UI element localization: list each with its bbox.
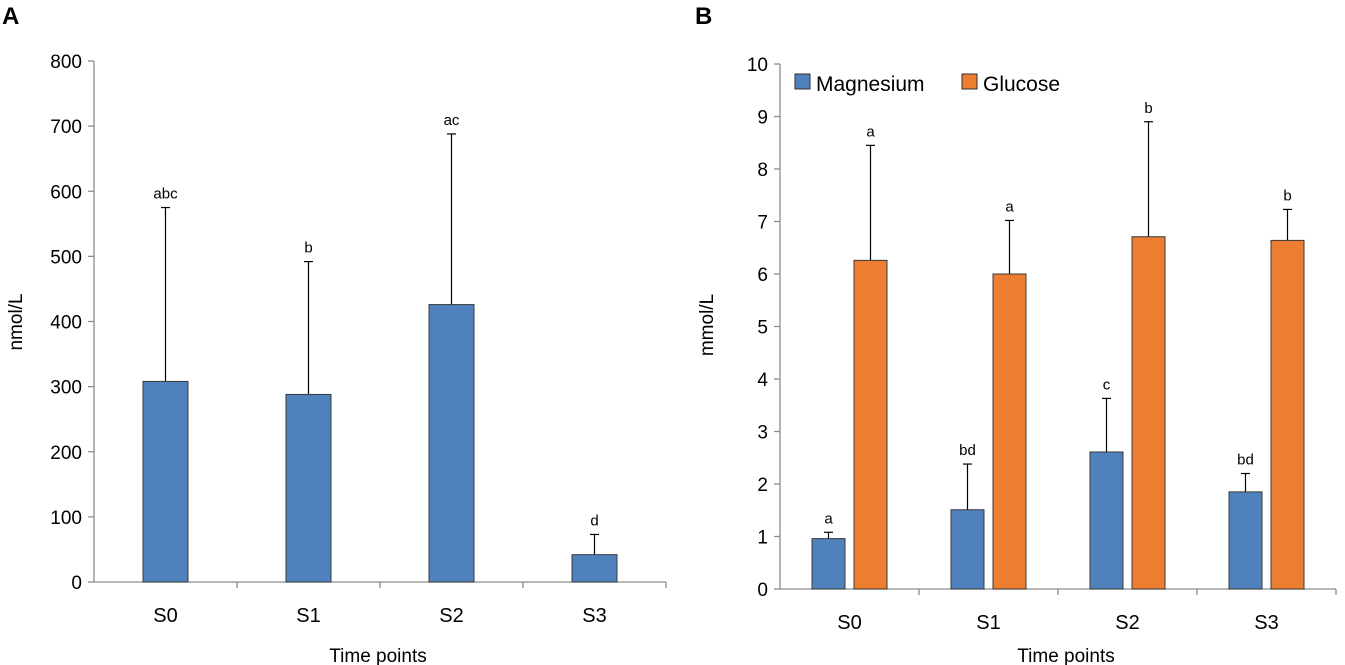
y-tick-label: 800 — [50, 52, 82, 73]
y-tick-label: 500 — [50, 247, 82, 268]
panel-a: A 0 100 200 300 400 500 600 700 800 S0 S1 S2 S3 abc b… — [2, 3, 667, 665]
bar — [992, 273, 1027, 590]
panel-a-axes: 0 100 200 300 400 500 600 700 800 S0 S1 S2 S3 — [50, 52, 667, 627]
y-tick-label: 5 — [757, 318, 768, 339]
x-tick-label: S2 — [439, 605, 463, 627]
x-tick-label: S0 — [153, 605, 177, 627]
y-tick-label: 400 — [50, 313, 82, 334]
significance-label: c — [1103, 376, 1111, 393]
panel-b: B 0 1 2 3 4 5 6 7 8 9 10 S0 S1 S2 S3 a bd c bd a a b b Time p… — [695, 3, 1337, 665]
y-tick-label: 300 — [50, 378, 82, 399]
panel-a-bars: abc b ac d — [142, 112, 618, 583]
y-tick-label: 100 — [50, 508, 82, 529]
bar — [811, 538, 846, 590]
significance-label: b — [304, 240, 312, 257]
significance-label: bd — [1237, 452, 1254, 469]
bar — [853, 259, 888, 590]
bar — [1089, 451, 1124, 590]
legend-label-magnesium: Magnesium — [816, 73, 925, 96]
panel-b-letter: B — [695, 3, 712, 30]
bar — [1270, 239, 1305, 590]
significance-label: b — [1144, 100, 1152, 117]
panel-b-x-axis-title: Time points — [1017, 646, 1115, 665]
significance-label: a — [1005, 198, 1014, 215]
bar — [428, 304, 475, 583]
y-tick-label: 2 — [757, 475, 768, 496]
y-tick-label: 0 — [71, 573, 82, 594]
bar — [1228, 491, 1263, 590]
y-tick-label: 0 — [757, 580, 768, 601]
significance-label: a — [866, 123, 875, 140]
y-tick-label: 8 — [757, 160, 768, 181]
significance-label: a — [824, 510, 833, 527]
y-tick-label: 6 — [757, 265, 768, 286]
significance-label: b — [1283, 187, 1291, 204]
panel-a-y-axis-title: nmol/L — [6, 293, 27, 350]
y-tick-label: 600 — [50, 182, 82, 203]
y-tick-label: 1 — [757, 528, 768, 549]
bar — [142, 380, 189, 583]
legend-label-glucose: Glucose — [983, 73, 1060, 96]
y-tick-label: 700 — [50, 117, 82, 138]
x-tick-label: S1 — [976, 612, 1000, 634]
y-tick-label: 10 — [747, 55, 768, 76]
panel-a-letter: A — [2, 3, 19, 30]
bar — [571, 554, 618, 583]
significance-label: d — [590, 512, 598, 529]
bar — [285, 393, 332, 583]
bar — [1131, 236, 1166, 590]
y-tick-label: 9 — [757, 108, 768, 129]
panel-b-y-axis-title: mmol/L — [697, 294, 718, 356]
significance-label: bd — [959, 442, 976, 459]
significance-label: abc — [153, 186, 178, 203]
y-tick-label: 7 — [757, 213, 768, 234]
y-tick-label: 4 — [757, 370, 768, 391]
bar — [950, 509, 985, 590]
x-tick-label: S2 — [1115, 612, 1139, 634]
significance-label: ac — [444, 112, 460, 129]
x-tick-label: S3 — [1254, 612, 1278, 634]
panel-a-x-axis-title: Time points — [329, 646, 427, 665]
y-tick-label: 3 — [757, 423, 768, 444]
legend-swatch-magnesium — [794, 73, 811, 90]
legend-swatch-glucose — [961, 73, 978, 90]
x-tick-label: S3 — [582, 605, 606, 627]
x-tick-label: S1 — [296, 605, 320, 627]
y-tick-label: 200 — [50, 443, 82, 464]
x-tick-label: S0 — [837, 612, 861, 634]
panel-b-legend: Magnesium Glucose — [794, 73, 1060, 96]
panel-b-bars: a bd c bd a a b b — [811, 100, 1305, 590]
